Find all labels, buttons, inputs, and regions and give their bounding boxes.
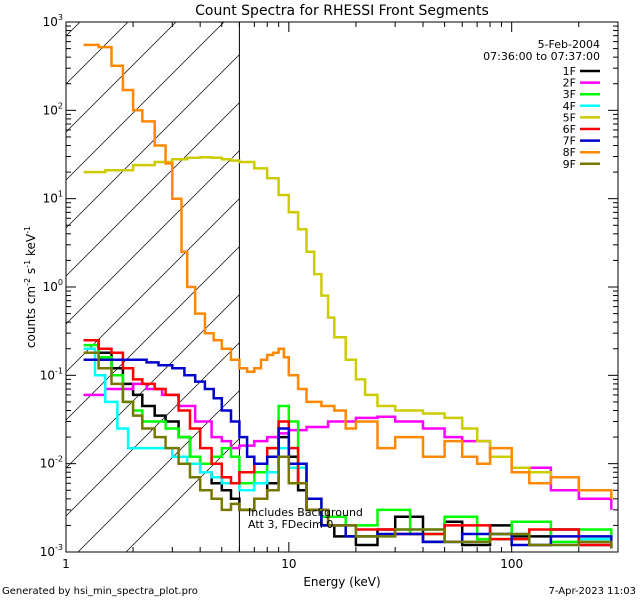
legend-label-5F: 5F [563,111,576,124]
y-tick-label: 10-2 [40,455,63,471]
series-line-8F [83,43,613,499]
hatch-line [66,22,129,85]
hatch-line [77,390,240,552]
y-tick-label: 102 [43,101,63,117]
y-axis-label: counts cm-2 s-1 keV-1 [23,226,38,348]
hatch-line [125,438,240,552]
series-line-5F [83,155,613,499]
hatch-line [66,54,240,229]
series-line-6F [83,338,613,549]
x-tick-label: 10 [281,557,296,571]
x-tick-label: 100 [500,557,523,571]
x-tick-label: 1 [62,557,70,571]
series-line-7F [83,358,613,549]
hatch-line [66,102,240,277]
tick-labels: 1 10 100 10-3 10-2 10-1 100 101 102 103 [40,13,523,571]
series-line-9F [83,351,613,549]
hatch-line [66,246,240,421]
hatch-line [66,22,177,133]
annotation-attenuator: Att 3, FDecim 0 [248,518,333,531]
y-tick-label: 10-3 [40,543,63,559]
y-tick-label: 101 [43,190,63,206]
hatch-line [66,198,240,373]
legend-label-3F: 3F [563,88,576,101]
hatch-line [66,294,240,469]
legend-label-2F: 2F [563,77,576,90]
footer-timestamp: 7-Apr-2023 11:03 [549,586,636,597]
chart-title: Count Spectra for RHESSI Front Segments [195,3,489,19]
hatch-line [66,22,225,181]
time-range-label: 07:36:00 to 07:37:00 [483,50,600,63]
background-hatch-region [66,22,240,552]
y-tick-label: 10-1 [40,366,63,382]
series-lines [83,43,613,549]
legend-label-4F: 4F [563,100,576,113]
footer-generated-by: Generated by hsi_min_spectra_plot.pro [2,586,198,597]
x-axis-label: Energy (keV) [303,575,380,589]
date-label: 5-Feb-2004 [538,38,600,51]
axis-ticks [65,21,619,553]
hatch-line [66,150,240,325]
legend-label-6F: 6F [563,123,576,136]
legend-label-8F: 8F [563,146,576,159]
annotation-background: Includes Background [248,506,363,519]
y-tick-label: 100 [43,278,63,294]
legend-label-1F: 1F [563,65,576,78]
y-tick-label: 103 [43,13,63,29]
legend-label-7F: 7F [563,135,576,148]
legend-label-9F: 9F [563,158,576,171]
